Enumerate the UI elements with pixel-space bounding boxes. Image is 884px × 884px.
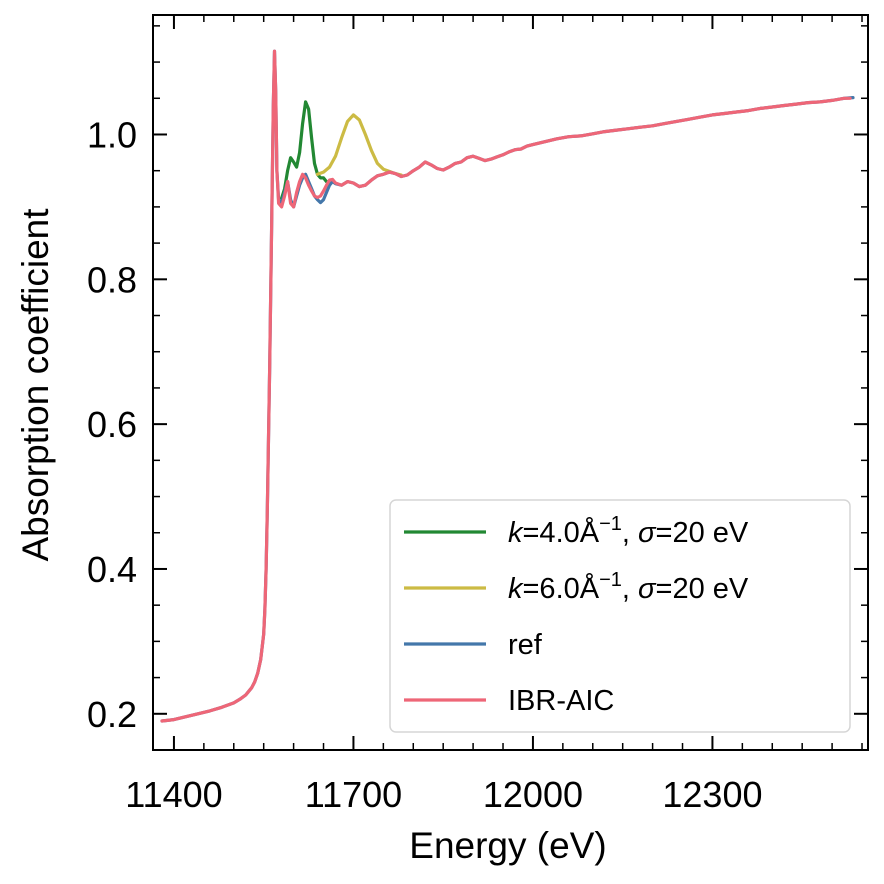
x-axis-label: Energy (eV) <box>409 825 606 866</box>
series-ibr-aic-legend-label: IBR-AIC <box>508 685 614 717</box>
series-k-4-0-1-20-ev-legend-label: k=4.0Å−1, σ=20 eV <box>508 513 749 549</box>
legend-label-part: σ <box>638 517 657 549</box>
legend: k=4.0Å−1, σ=20 eVk=6.0Å−1, σ=20 eVrefIBR… <box>389 499 851 733</box>
x-tick-labels: 11400 11700 12000 12300 <box>125 774 762 815</box>
y-tick-label: 1.0 <box>87 114 137 155</box>
y-tick-label: 0.4 <box>87 549 137 590</box>
legend-label-part: , <box>622 517 638 549</box>
y-tick-label: 0.8 <box>87 259 137 300</box>
series-ibr-aic-line <box>160 49 852 723</box>
series-layer <box>160 49 855 723</box>
legend-label-part: =20 eV <box>656 517 749 549</box>
legend-label-part: IBR-AIC <box>508 685 614 717</box>
legend-label-part: −1 <box>599 513 622 535</box>
y-tick-labels: 0.2 0.4 0.6 0.8 1.0 <box>87 114 137 734</box>
plot-frame <box>152 14 869 751</box>
minor-ticks <box>153 15 868 750</box>
legend-label-part: =20 eV <box>656 573 749 605</box>
legend-label-part: , <box>622 573 638 605</box>
legend-label-part: k <box>508 517 524 549</box>
legend-label-part: ref <box>508 629 543 661</box>
y-tick-label: 0.6 <box>87 404 137 445</box>
legend-box <box>389 499 851 733</box>
x-tick-label: 11700 <box>305 774 402 815</box>
series-k-6-0-1-20-ev-legend-label: k=6.0Å−1, σ=20 eV <box>508 569 749 605</box>
series-k-4-0-1-20-ev-line <box>280 100 332 200</box>
x-tick-label: 11400 <box>125 774 222 815</box>
series-k-6-0-1-20-ev-line <box>315 113 403 177</box>
major-ticks <box>153 15 868 750</box>
legend-label-part: k <box>508 573 524 605</box>
legend-label-part: =4.0Å <box>523 516 600 549</box>
y-axis-label: Absorption coefficient <box>15 208 56 562</box>
x-tick-label: 12000 <box>483 774 583 815</box>
series-ref-legend-label: ref <box>508 629 543 661</box>
y-tick-label: 0.2 <box>87 694 137 735</box>
legend-label-part: σ <box>638 573 657 605</box>
legend-entries: k=4.0Å−1, σ=20 eVk=6.0Å−1, σ=20 eVrefIBR… <box>404 513 749 717</box>
x-tick-label: 12300 <box>662 774 762 815</box>
legend-label-part: =6.0Å <box>523 572 600 605</box>
legend-label-part: −1 <box>599 569 622 591</box>
